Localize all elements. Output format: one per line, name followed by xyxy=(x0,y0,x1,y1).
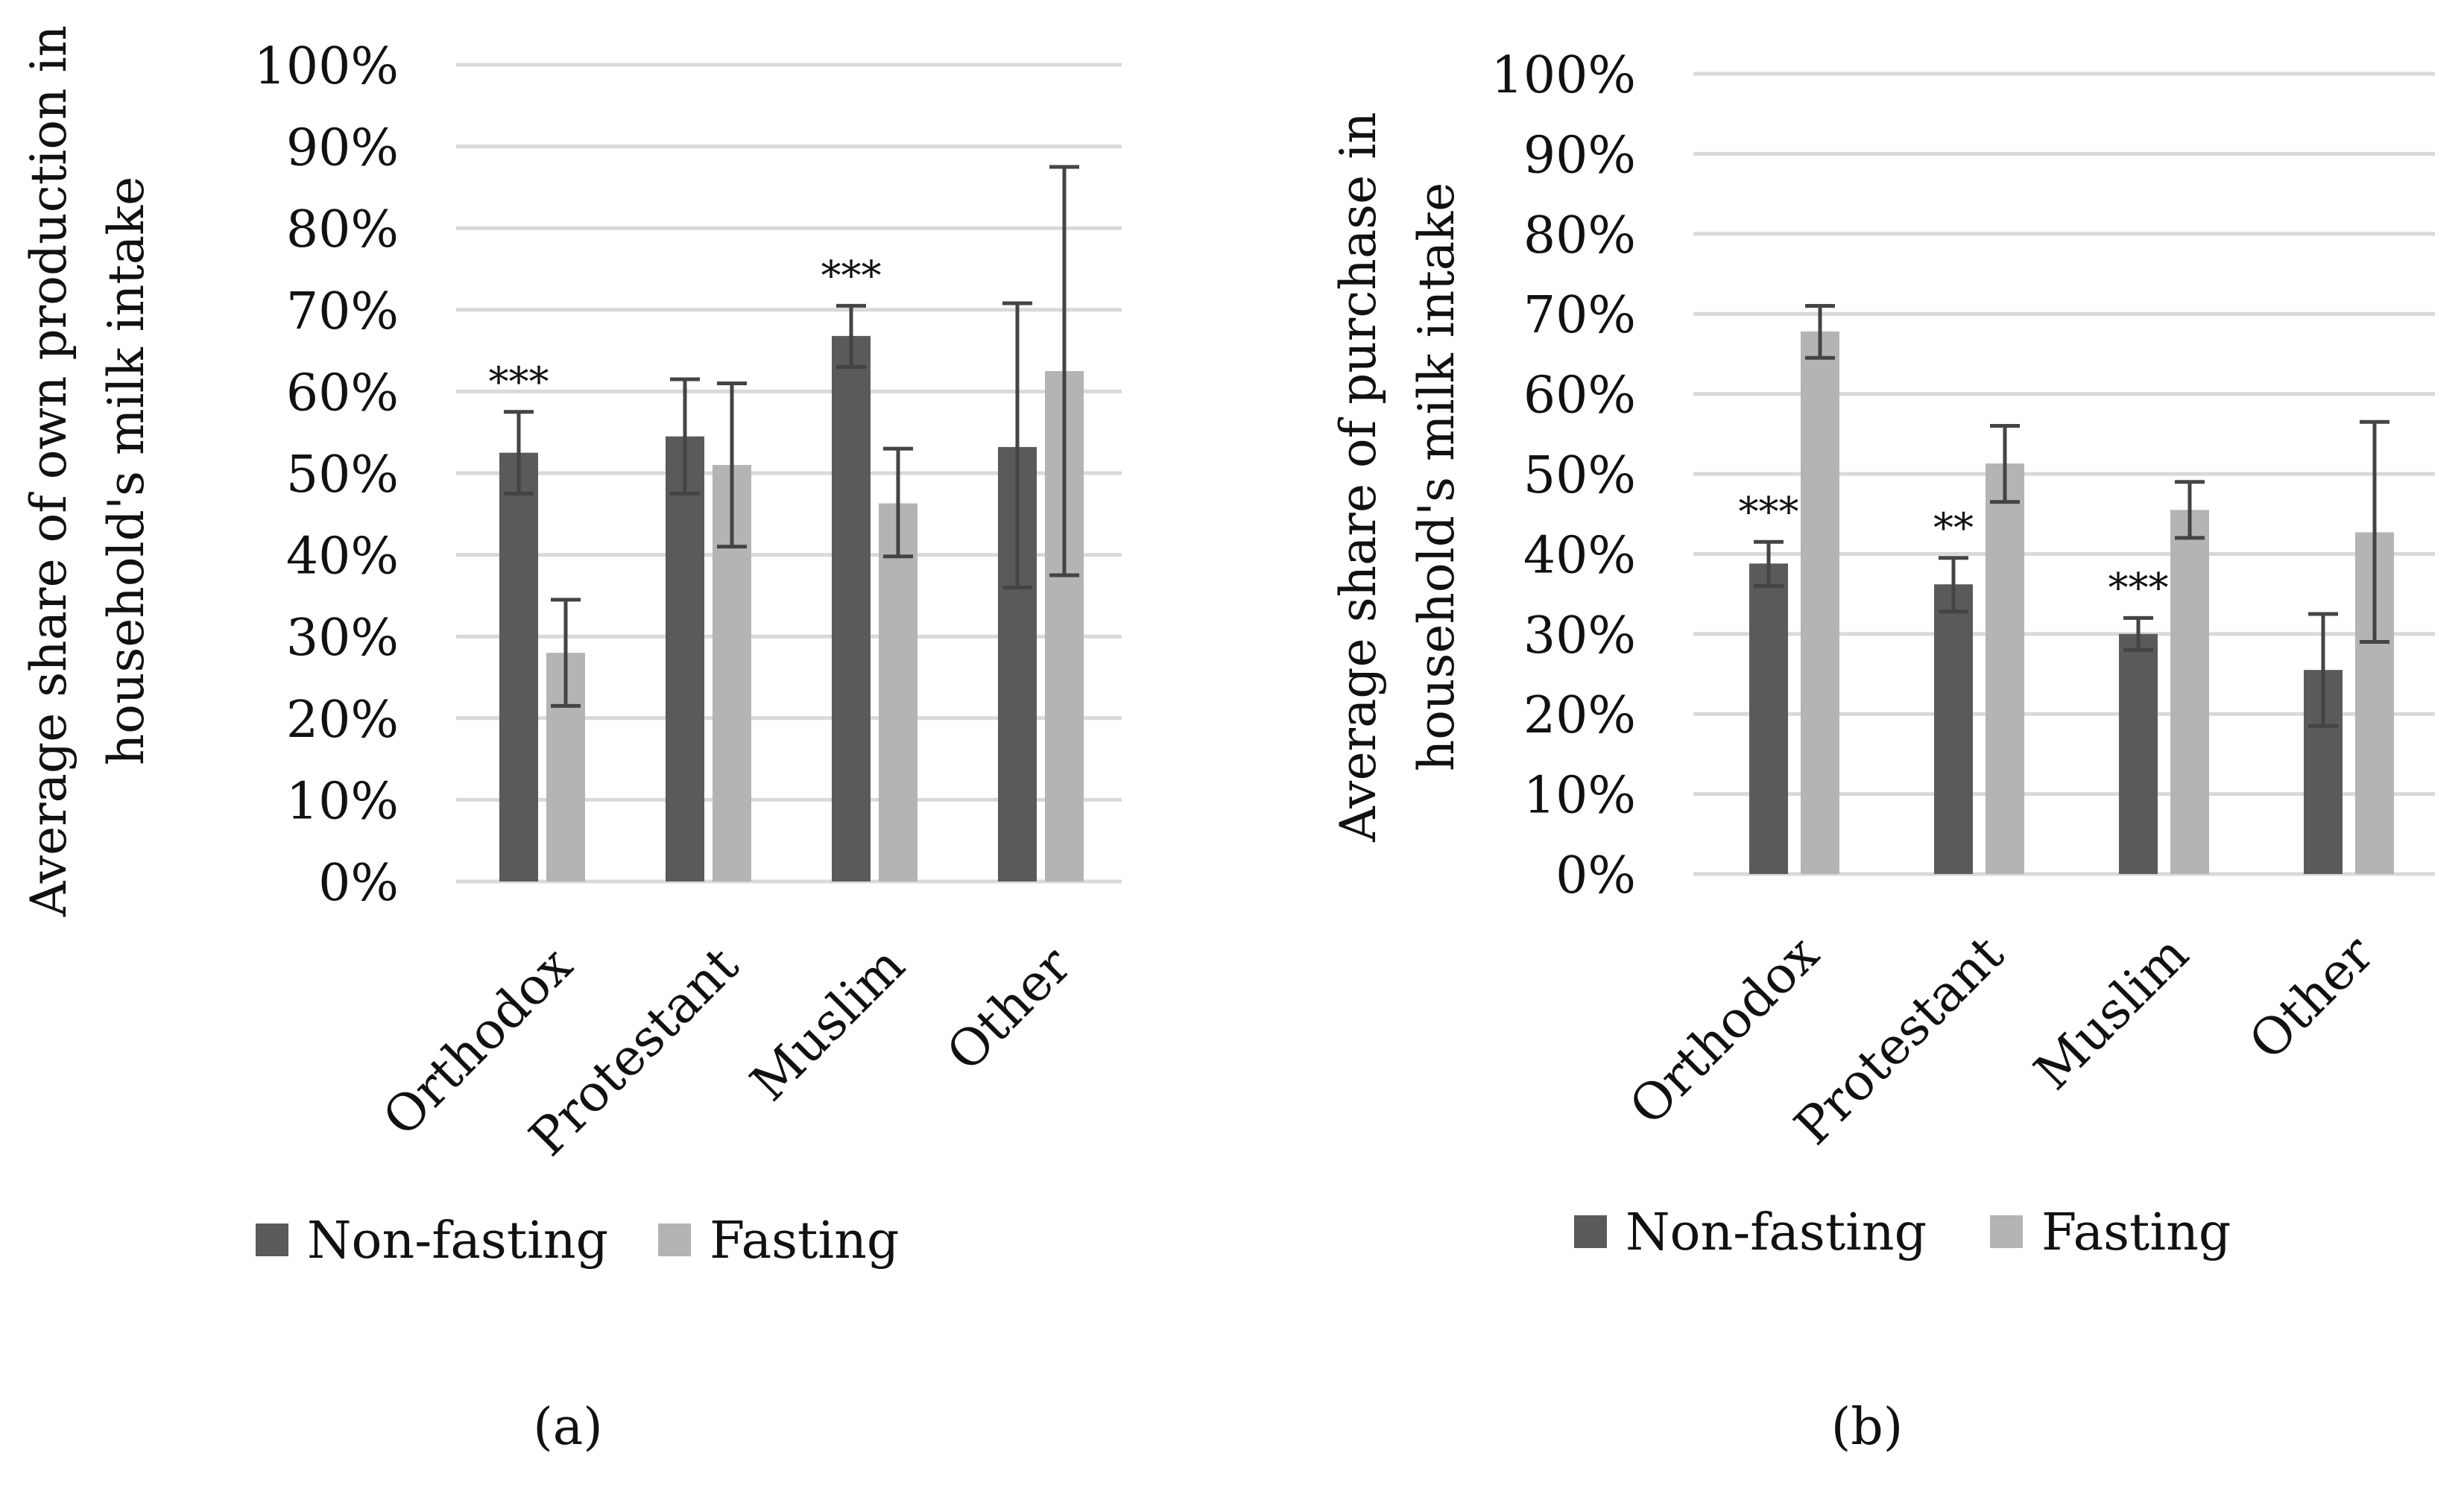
y-axis-title: household's milk intake xyxy=(1408,183,1465,772)
y-tick-label: 100% xyxy=(1491,46,1636,105)
y-axis-title: Average share of purchase in xyxy=(1330,112,1387,843)
y-tick-label: 60% xyxy=(286,364,399,422)
y-tick-label: 70% xyxy=(1523,286,1636,345)
legend-swatch-fasting xyxy=(658,1223,691,1256)
legend-label-fasting: Fasting xyxy=(710,1212,899,1270)
y-axis-title: Average share of own production in xyxy=(20,25,78,917)
bar-non-fasting xyxy=(1934,584,1973,874)
bar-non-fasting xyxy=(832,335,871,881)
bar-fasting xyxy=(1801,331,1839,874)
y-tick-label: 40% xyxy=(1523,526,1636,585)
bar-fasting xyxy=(2170,510,2209,874)
x-category-label: Muslim xyxy=(2024,925,2200,1101)
bar-non-fasting xyxy=(499,452,538,881)
panel-label: (a) xyxy=(533,1398,603,1457)
y-tick-label: 10% xyxy=(286,772,399,831)
x-category-label: Other xyxy=(2238,925,2385,1071)
legend-swatch-non-fasting xyxy=(256,1223,288,1256)
bar-non-fasting xyxy=(2119,633,2158,874)
y-tick-label: 60% xyxy=(1523,367,1636,425)
significance-marker: *** xyxy=(489,358,549,405)
y-tick-label: 100% xyxy=(254,37,399,96)
y-tick-label: 30% xyxy=(1523,607,1636,665)
chart-panel-a: 0% 10% 20% 30% 40% 50% 60% 70% 80% 90% 100% Average… xyxy=(20,25,1122,1457)
y-tick-label: 0% xyxy=(318,854,399,913)
significance-marker: *** xyxy=(1739,488,1799,535)
y-tick-label: 0% xyxy=(1555,846,1636,905)
bar-non-fasting xyxy=(1749,563,1788,874)
legend-swatch-fasting xyxy=(1990,1215,2023,1248)
y-tick-label: 20% xyxy=(1523,686,1636,745)
x-category-label: Muslim xyxy=(739,936,916,1112)
y-tick-label: 20% xyxy=(286,691,399,750)
y-axis-title: household's milk intake xyxy=(98,177,155,766)
y-tick-label: 70% xyxy=(286,282,399,341)
y-tick-label: 50% xyxy=(1523,446,1636,505)
significance-marker: *** xyxy=(2108,564,2169,611)
bar-fasting xyxy=(879,503,917,881)
legend-swatch-non-fasting xyxy=(1574,1215,1607,1248)
significance-marker: *** xyxy=(821,252,882,299)
chart-panel-b: 0% 10% 20% 30% 40% 50% 60% 70% 80% 90% 100% Average… xyxy=(1330,46,2435,1457)
y-tick-label: 80% xyxy=(1523,206,1636,265)
y-tick-label: 90% xyxy=(286,119,399,178)
panel-label: (b) xyxy=(1831,1398,1904,1457)
bar-fasting xyxy=(1986,463,2024,874)
x-category-label: Other xyxy=(936,936,1083,1083)
y-tick-label: 30% xyxy=(286,609,399,668)
y-tick-label: 90% xyxy=(1523,126,1636,185)
legend-label-non-fasting: Non-fasting xyxy=(1626,1203,1927,1262)
significance-marker: ** xyxy=(1933,504,1974,551)
y-tick-label: 50% xyxy=(286,446,399,504)
y-tick-label: 10% xyxy=(1523,767,1636,826)
y-tick-label: 40% xyxy=(286,528,399,586)
legend-label-non-fasting: Non-fasting xyxy=(307,1212,608,1270)
y-tick-label: 80% xyxy=(286,200,399,259)
bar-non-fasting xyxy=(666,436,704,881)
legend-label-fasting: Fasting xyxy=(2041,1203,2231,1262)
